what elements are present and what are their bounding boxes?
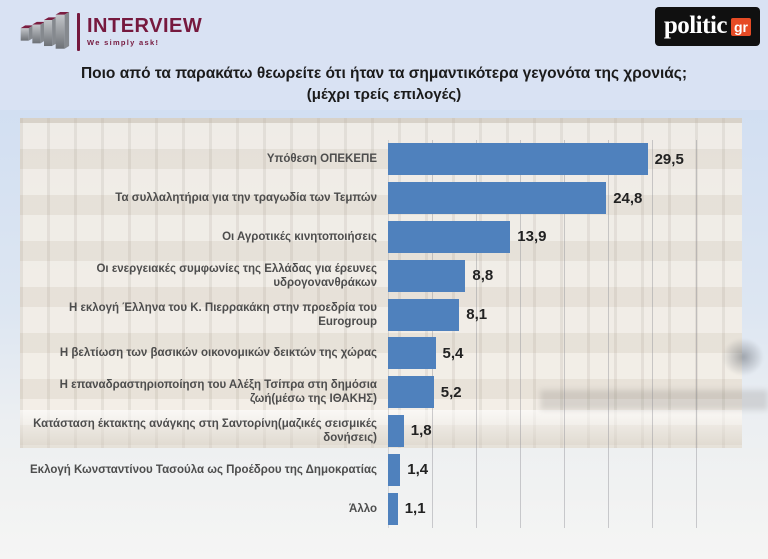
- chart-title-line1: Ποιο από τα παρακάτω θεωρείτε ότι ήταν τ…: [80, 65, 688, 82]
- bar-label: Κατάσταση έκτακτης ανάγκης στη Σαντορίνη…: [33, 417, 377, 444]
- chart-row: Η επαναδραστηριοποίηση του Αλέξη Τσίπρα …: [28, 373, 740, 412]
- bar-area: 24,8: [385, 182, 740, 215]
- parliament-building: [20, 118, 742, 453]
- background-photo: [0, 110, 768, 559]
- bar-value: 1,1: [404, 500, 426, 518]
- chart-row: Τα συλλαλητήρια για την τραγωδία των Τεμ…: [28, 179, 740, 218]
- bar-chart-3d-icon: [18, 6, 70, 57]
- chart-rows: Υπόθεση ΟΠΕΚΕΠΕ 29,5 Τα συλλαλητήρια για…: [28, 140, 740, 528]
- chart-row: Η βελτίωση των βασικών οικονομικών δεικτ…: [28, 334, 740, 373]
- chart-row: Άλλο 1,1: [28, 489, 740, 528]
- bar-value: 24,8: [613, 189, 643, 207]
- bar-area: 8,8: [385, 259, 740, 292]
- bar-value: 1,8: [410, 422, 432, 440]
- bar-area: 5,4: [385, 337, 740, 370]
- chart-row: Οι ενεργειακές συμφωνίες της Ελλάδας για…: [28, 256, 740, 295]
- interview-logo-tagline: We simply ask!: [87, 38, 160, 48]
- bar: [388, 259, 466, 292]
- bar-label: Υπόθεση ΟΠΕΚΕΠΕ: [266, 153, 377, 166]
- bar-label: Εκλογή Κωνσταντίνου Τασούλα ως Προέδρου …: [29, 463, 377, 476]
- bar: [388, 220, 511, 253]
- bar-area: 1,1: [385, 492, 740, 525]
- chart-row: Οι Αγροτικές κινητοποιήσεις 13,9: [28, 218, 740, 257]
- bar-area: 5,2: [385, 376, 740, 409]
- bar-label: Οι ενεργειακές συμφωνίες της Ελλάδας για…: [96, 262, 377, 289]
- bar: [388, 182, 607, 215]
- politic-gr-badge: gr: [731, 17, 751, 36]
- bar: [388, 376, 434, 409]
- chart-row: Εκλογή Κωνσταντίνου Τασούλα ως Προέδρου …: [28, 450, 740, 489]
- chart-row: Κατάσταση έκτακτης ανάγκης στη Σαντορίνη…: [28, 412, 740, 451]
- interview-logo: INTERVIEW We simply ask!: [18, 6, 202, 57]
- bar-label: Η βελτίωση των βασικών οικονομικών δεικτ…: [59, 347, 377, 360]
- bar-label: Άλλο: [349, 502, 377, 515]
- chart-title: Ποιο από τα παρακάτω θεωρείτε ότι ήταν τ…: [0, 63, 768, 105]
- crowd-shadow: [540, 390, 768, 410]
- bar-value: 8,8: [472, 267, 494, 285]
- bar-label: Η επαναδραστηριοποίηση του Αλέξη Τσίπρα …: [59, 379, 377, 406]
- bar-value: 5,4: [442, 344, 464, 362]
- bar-value: 5,2: [440, 383, 462, 401]
- bar-area: 13,9: [385, 220, 740, 253]
- bar-area: 1,4: [385, 453, 740, 486]
- building-base: [20, 410, 742, 448]
- bar: [388, 453, 401, 486]
- logo-separator: [77, 12, 80, 51]
- bar-area: 29,5: [385, 143, 740, 176]
- bar-label: Η εκλογή Έλληνα του Κ. Πιερρακάκη στην π…: [68, 301, 377, 328]
- bar: [388, 298, 460, 331]
- bar: [388, 143, 648, 176]
- chart-title-line2: (μέχρι τρείς επιλογές): [306, 86, 462, 103]
- bar-value: 1,4: [407, 461, 429, 479]
- tree-silhouette: [722, 338, 764, 376]
- politic-logo: politic gr: [654, 7, 760, 46]
- bar-value: 13,9: [517, 228, 547, 246]
- plaza-foreground: [0, 448, 768, 559]
- chart-row: Υπόθεση ΟΠΕΚΕΠΕ 29,5: [28, 140, 740, 179]
- bar-label: Τα συλλαλητήρια για την τραγωδία των Τεμ…: [115, 192, 377, 205]
- chart-row: Η εκλογή Έλληνα του Κ. Πιερρακάκη στην π…: [28, 295, 740, 334]
- bar: [388, 337, 436, 370]
- bar: [388, 492, 398, 525]
- bar-area: 1,8: [385, 414, 740, 447]
- bar-value: 8,1: [466, 306, 488, 324]
- bar-area: 8,1: [385, 298, 740, 331]
- interview-logo-text: INTERVIEW: [87, 15, 203, 38]
- politic-logo-text: politic: [663, 11, 728, 39]
- bar: [388, 414, 404, 447]
- bar-label: Οι Αγροτικές κινητοποιήσεις: [222, 230, 377, 243]
- bar-value: 29,5: [654, 150, 684, 168]
